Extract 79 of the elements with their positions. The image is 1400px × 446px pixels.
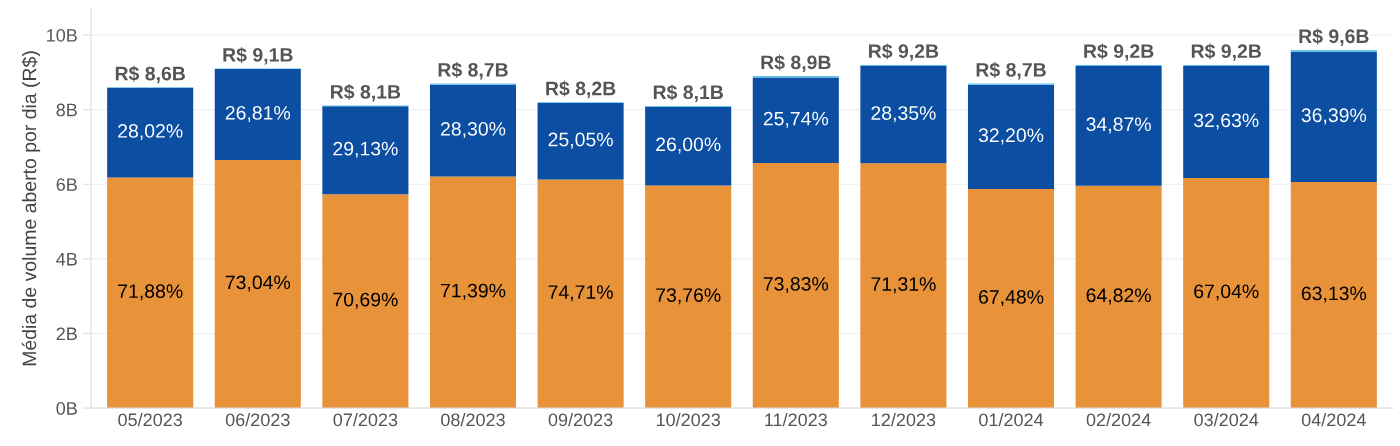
total-label: R$ 8,9B [761, 54, 831, 73]
annotation: 28,02% [118, 124, 183, 141]
bar [1290, 182, 1377, 409]
annotation: 71,39% [441, 283, 506, 300]
annotation: 34,87% [1086, 117, 1151, 134]
y-tick-label: 8B [56, 103, 77, 117]
x-tick-label: 05/2023 [118, 412, 183, 427]
bar [752, 77, 839, 163]
annotation: 70,69% [333, 292, 398, 309]
bar [214, 68, 301, 161]
bar [1290, 51, 1377, 183]
bar [967, 189, 1055, 409]
annotation: 28,35% [871, 106, 936, 123]
bar [1183, 66, 1270, 178]
bar [537, 179, 624, 409]
total-label: R$ 9,2B [869, 43, 939, 61]
annotation: 32,63% [1193, 113, 1259, 130]
total-label: R$ 8,1B [331, 84, 401, 102]
bar [537, 102, 624, 180]
y-axis-title: Média de volume aberto por dia (R$) [21, 51, 41, 366]
x-tick-label: 07/2023 [333, 412, 398, 427]
bar [1183, 177, 1270, 409]
total-label: R$ 9,2B [1191, 43, 1261, 61]
y-tick-label: 10B [47, 28, 77, 42]
x-tick-label: 08/2023 [441, 412, 505, 427]
total-label: R$ 8,2B [546, 80, 616, 99]
total-label: R$ 9,1B [223, 47, 293, 65]
bar [645, 106, 732, 186]
total-label: R$ 8,7B [438, 62, 508, 80]
bar [322, 194, 409, 409]
x-tick-label: 09/2023 [548, 412, 613, 427]
annotation: 32,20% [978, 128, 1044, 145]
total-label: R$ 9,2B [1084, 43, 1154, 61]
bar [1075, 66, 1162, 186]
annotation: 64,82% [1086, 288, 1151, 305]
annotation: 28,30% [441, 121, 506, 139]
bar [107, 87, 194, 178]
annotation: 36,39% [1301, 108, 1367, 125]
total-label: R$ 9,6B [1299, 28, 1369, 46]
x-tick-label: 02/2024 [1086, 412, 1151, 427]
bar [860, 163, 947, 409]
x-tick-label: 10/2023 [656, 412, 721, 427]
y-tick-label: 4B [56, 252, 77, 266]
annotation: 71,88% [118, 284, 183, 301]
total-label: R$ 8,7B [976, 62, 1046, 80]
annotation: 74,71% [548, 285, 613, 302]
bar [645, 185, 732, 409]
x-tick-label: 11/2023 [765, 412, 827, 427]
x-tick-label: 03/2024 [1194, 412, 1259, 427]
bar [322, 106, 409, 195]
annotation: 67,48% [979, 290, 1044, 307]
bar [752, 162, 839, 409]
x-tick-label: 04/2024 [1301, 412, 1366, 427]
annotation: 67,04% [1194, 284, 1259, 301]
bar [1075, 185, 1162, 409]
annotation: 25,74% [763, 111, 829, 128]
bar [214, 160, 301, 409]
annotation: 63,13% [1301, 286, 1367, 303]
bar [429, 84, 517, 177]
bar [429, 176, 517, 409]
annotation: 73,04% [225, 275, 291, 292]
y-tick-label: 2B [56, 327, 77, 341]
total-label: R$ 8,6B [115, 65, 185, 84]
x-tick-label: 12/2023 [872, 412, 936, 427]
annotation: 25,05% [548, 132, 613, 149]
annotation: 73,76% [656, 288, 721, 305]
annotation: 26,81% [225, 105, 291, 123]
x-tick-label: 06/2023 [225, 412, 290, 427]
y-tick-label: 0B [56, 402, 77, 415]
total-label: R$ 8,1B [653, 84, 723, 102]
y-tick-label: 6B [56, 178, 77, 191]
annotation: 73,83% [763, 276, 829, 294]
annotation: 26,00% [656, 137, 721, 154]
annotation: 29,13% [333, 141, 398, 158]
bar [967, 84, 1055, 190]
x-tick-label: 01/2024 [979, 412, 1044, 427]
bar [107, 177, 194, 409]
annotation: 71,31% [871, 277, 936, 294]
bar [860, 66, 947, 164]
